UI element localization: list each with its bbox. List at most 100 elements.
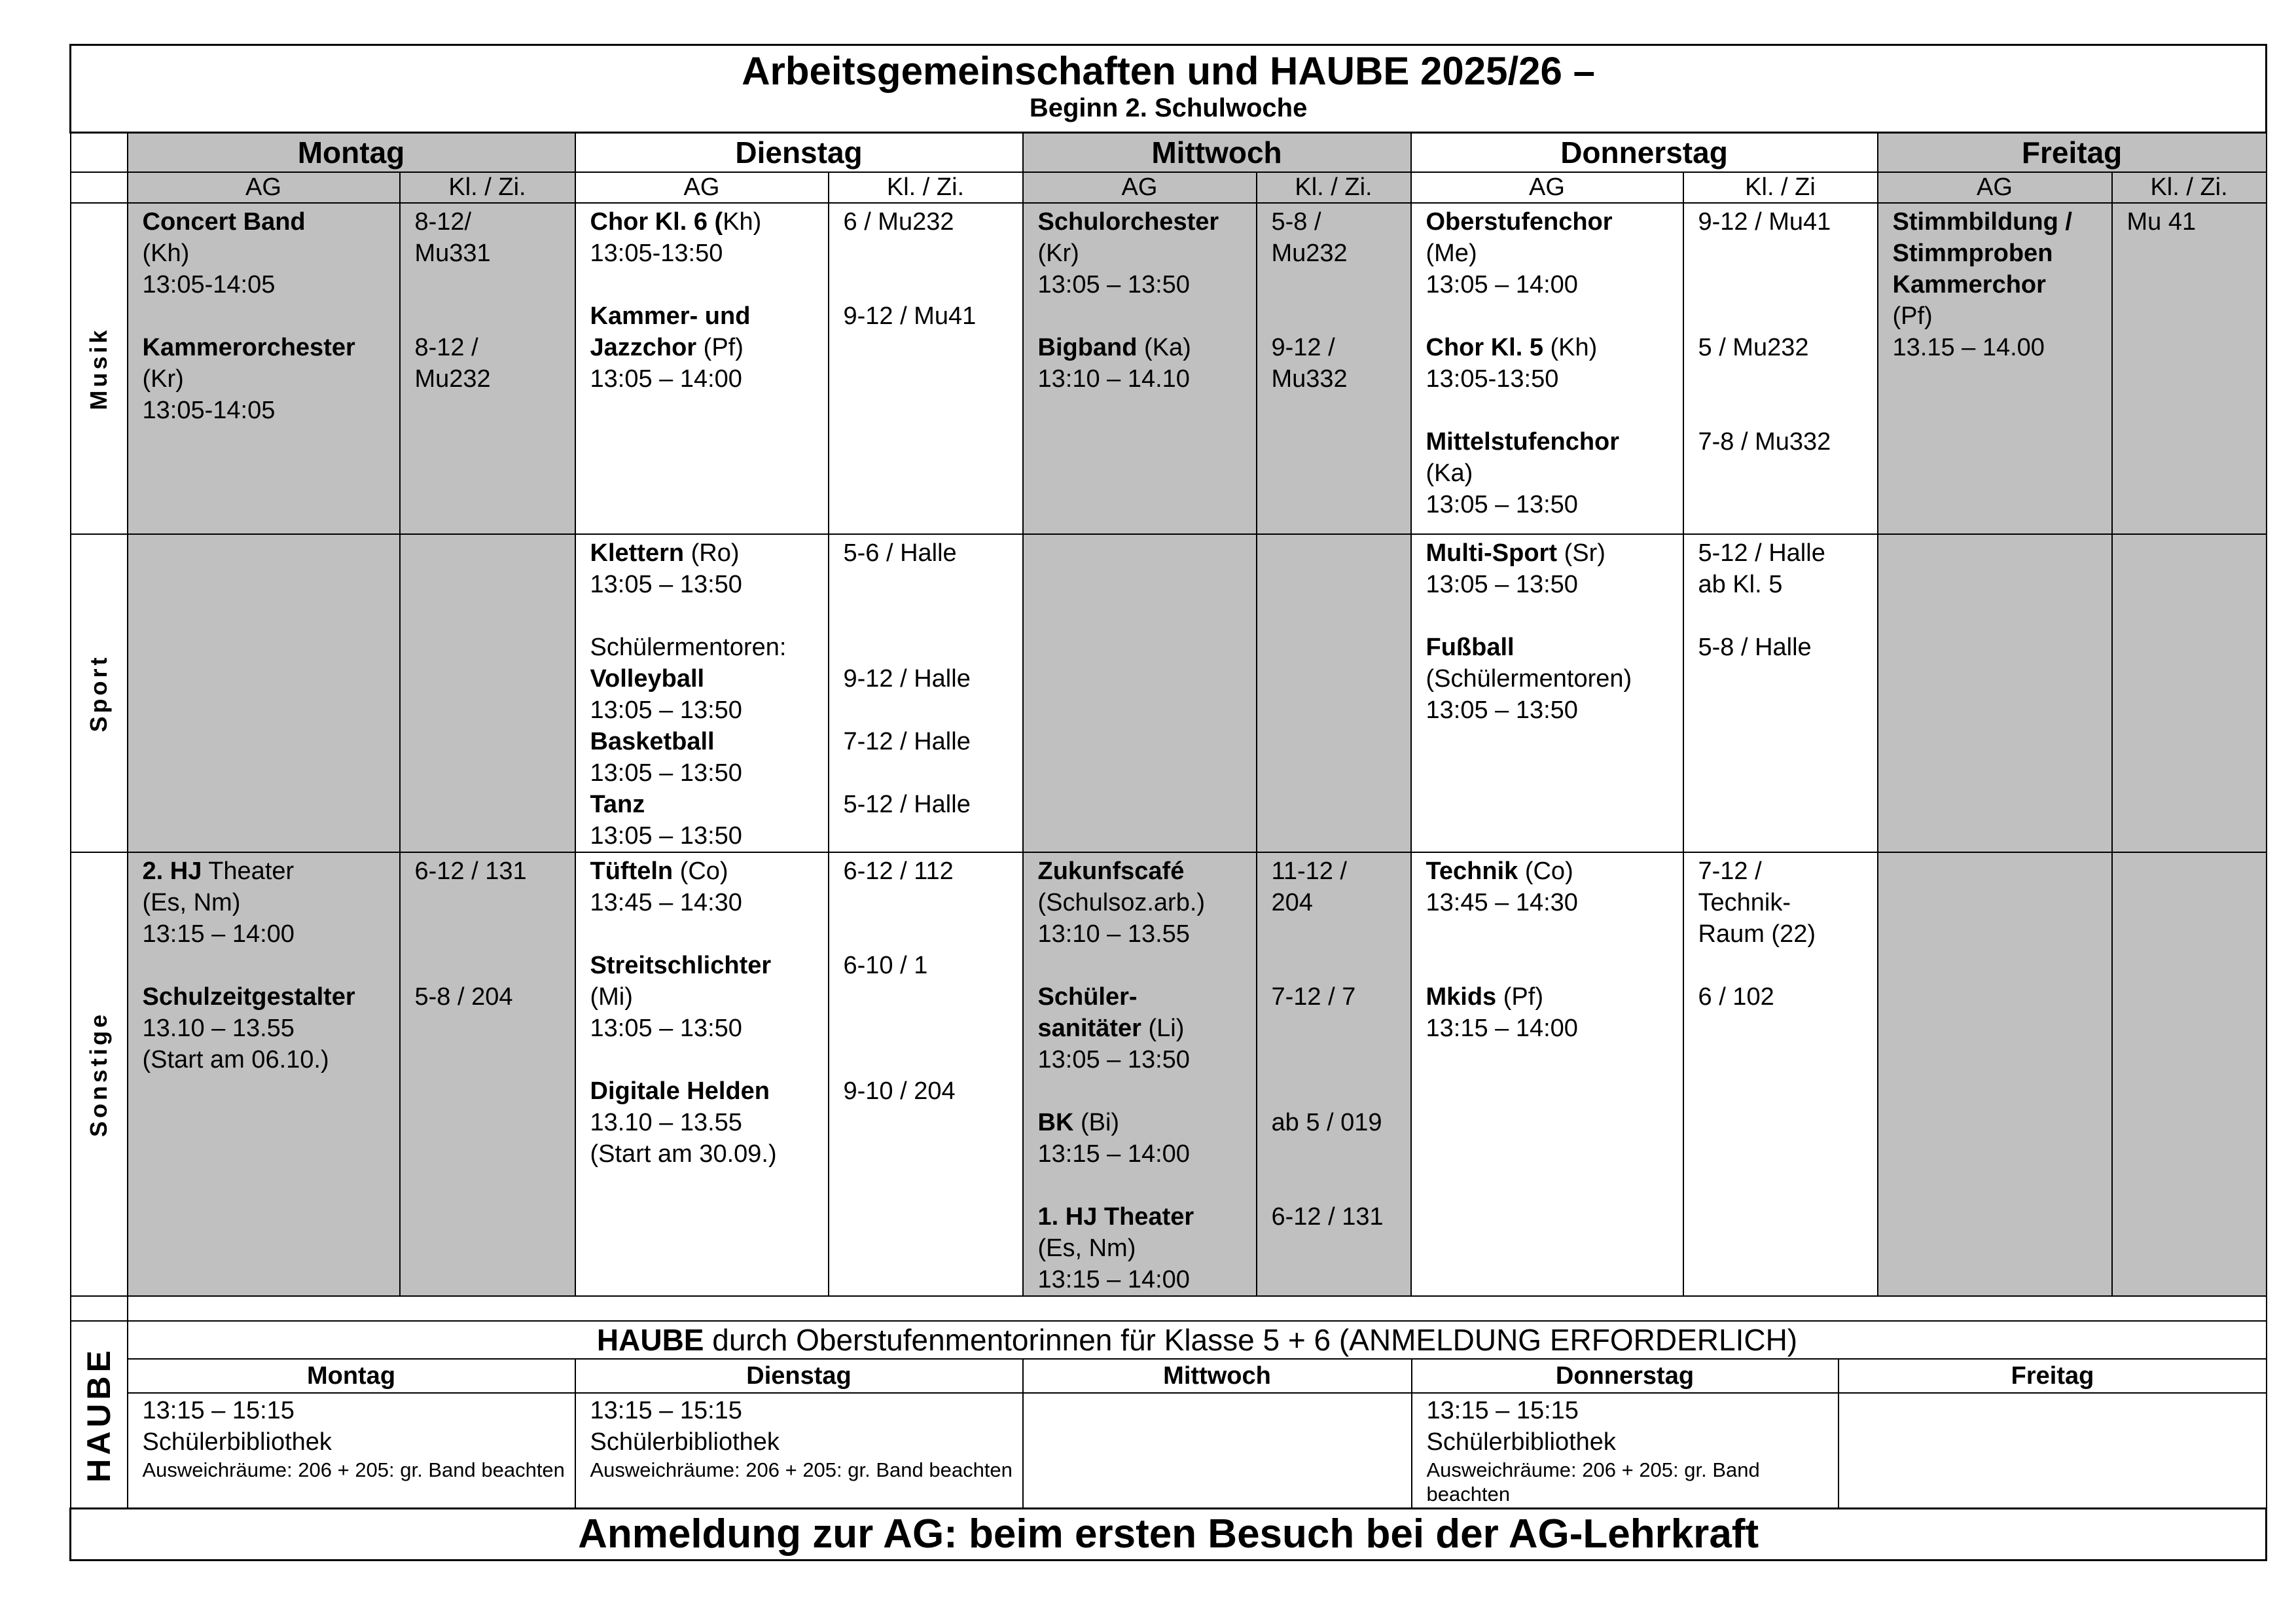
cell-line: (Kr)	[143, 363, 399, 395]
cell-line: Schulzeitgestalter	[143, 981, 399, 1013]
cell-line: Digitale Helden	[590, 1075, 827, 1107]
cell-line	[1698, 363, 1876, 395]
haube-note: Ausweichräume: 206 + 205: gr. Band beach…	[590, 1458, 1013, 1481]
cell-line: 13:05-14:05	[143, 395, 399, 426]
cell-text: 9-12 / Mu41	[843, 302, 977, 330]
cell-line: Technik-	[1698, 887, 1876, 918]
room-cell: 5-8 / Mu232 9-12 / Mu332	[1255, 202, 1412, 535]
ag-name: Kammer- und	[590, 302, 751, 330]
cell-line	[1272, 1044, 1410, 1075]
spacer-cell	[69, 1295, 128, 1322]
cell-line: 13:05 – 13:50	[590, 820, 827, 851]
cell-text: (Ro)	[684, 539, 740, 567]
room-cell: 5-12 / Halle ab Kl. 5 5-8 / Halle	[1682, 533, 1878, 853]
cell-line: (Ka)	[1426, 458, 1682, 489]
ag-cell: Chor Kl. 6 (Kh) 13:05-13:50 Kammer- und Jaz…	[574, 202, 829, 535]
day-header-dienstag: Dienstag	[574, 132, 1024, 173]
room-cell	[2111, 852, 2267, 1297]
room-cell: 8-12/Mu331 8-12 / Mu232	[399, 202, 576, 535]
cell-line	[1272, 269, 1410, 300]
cell-text: (Kr)	[142, 365, 184, 393]
ag-cell: Stimmbildung / Stimmproben Kammerchor (Pf) 1…	[1876, 202, 2113, 535]
cell-line	[415, 887, 574, 918]
cell-line: 7-12 / Halle	[844, 726, 1022, 757]
cell-text: Mu232	[1271, 240, 1348, 267]
room-cell: 9-12 / Mu41 5 / Mu232 7-8 / Mu332	[1682, 202, 1878, 535]
cell-text: Mu331	[414, 240, 491, 267]
cell-line: Tanz	[590, 789, 827, 820]
cell-text: 7-12 /	[1698, 857, 1762, 885]
cell-text: 6 / 102	[1698, 983, 1774, 1011]
haube-heading-bold: HAUBE	[596, 1323, 704, 1357]
cell-line	[590, 269, 827, 300]
ag-name: Tüfteln	[590, 857, 673, 885]
cell-line: Mu331	[414, 238, 574, 269]
cell-line: 9-12 /	[1272, 332, 1410, 363]
ag-cell	[1876, 533, 2113, 853]
cell-line: Schülermentoren:	[590, 632, 827, 663]
cell-line: 13:05 – 13:50	[590, 569, 827, 600]
room-column-header: Kl. / Zi	[1682, 171, 1878, 204]
ag-cell: Klettern (Ro) 13:05 – 13:50 Schülermentore…	[574, 533, 829, 853]
cell-line: Bigband (Ka)	[1037, 332, 1255, 363]
cell-line: (Pf)	[1893, 300, 2111, 332]
day-header-donnerstag: Donnerstag	[1410, 132, 1878, 173]
cell-line: Mkids (Pf)	[1426, 981, 1682, 1013]
cell-line: 13:05-13:50	[1426, 363, 1682, 395]
cell-line	[1698, 269, 1876, 300]
cell-line: 204	[1272, 887, 1410, 918]
haube-day-freitag: Freitag	[1837, 1358, 2265, 1394]
cell-line	[844, 269, 1022, 300]
cell-line	[1426, 300, 1682, 332]
section-label-cell: Musik	[69, 202, 128, 535]
cell-line	[844, 600, 1022, 632]
haube-place: Schülerbibliothek	[142, 1428, 332, 1456]
spacer-cell	[126, 1295, 2267, 1322]
cell-line: (Start am 06.10.)	[143, 1044, 399, 1075]
haube-entry	[1022, 1392, 1412, 1507]
cell-text: 6-12 / 131	[1271, 1203, 1384, 1231]
cell-line	[844, 981, 1022, 1013]
cell-line: 13:05 – 13:50	[1038, 1044, 1255, 1075]
cell-text: (Sr)	[1557, 539, 1605, 567]
ag-name: Multi-Sport	[1426, 539, 1558, 567]
cell-line: BK (Bi)	[1038, 1107, 1255, 1138]
cell-line	[1272, 1170, 1410, 1201]
cell-text: (Bi)	[1073, 1109, 1120, 1136]
cell-line: Raum (22)	[1698, 918, 1876, 950]
ag-name: Stimmproben	[1892, 240, 2053, 267]
ag-name: Schüler-	[1037, 983, 1138, 1011]
cell-text: (Pf)	[1496, 983, 1543, 1011]
corner-cell	[69, 132, 128, 173]
cell-line: 13:05 – 13:50	[1426, 489, 1682, 520]
title-cell: Arbeitsgemeinschaften und HAUBE 2025/26 …	[69, 44, 2268, 134]
cell-line: Kammer- und	[590, 300, 827, 332]
cell-text: (Mi)	[590, 983, 633, 1011]
cell-line: (Es, Nm)	[143, 887, 399, 918]
cell-line: Kammerchor	[1893, 269, 2111, 300]
cell-text: Kh)	[723, 208, 762, 236]
ag-name: 2. HJ	[142, 857, 202, 885]
ag-cell	[126, 533, 401, 853]
ag-name: Bigband	[1037, 334, 1138, 361]
cell-line: Chor Kl. 6 (Kh)	[590, 206, 827, 238]
section-label-cell: Sport	[69, 533, 128, 853]
cell-line: Oberstufenchor	[1426, 206, 1682, 238]
cell-text: Technik-	[1698, 889, 1791, 916]
cell-line: 13.10 – 13.55	[590, 1107, 827, 1138]
cell-line: 13:15 – 14:00	[1037, 1264, 1255, 1295]
cell-text: 13.15 – 14.00	[1892, 334, 2045, 361]
cell-line: Zukunfscafé	[1038, 856, 1255, 887]
room-cell	[399, 533, 576, 853]
ag-name: Streitschlichter	[590, 952, 772, 979]
cell-text: (Ka)	[1426, 460, 1473, 487]
cell-line: 13.15 – 14.00	[1893, 332, 2111, 363]
cell-text: 13:15 – 14:00	[1037, 1266, 1190, 1293]
cell-line: 13:05 – 13:50	[590, 1013, 827, 1044]
cell-line: Stimmbildung /	[1893, 206, 2111, 238]
cell-line: 13:05 – 14:00	[590, 363, 827, 395]
haube-row: HAUBE HAUBE durch Oberstufenmentorinnen f…	[69, 1320, 2267, 1509]
ag-name: Tanz	[590, 791, 645, 818]
cell-text: (Ka)	[1137, 334, 1191, 361]
ag-name: Chor Kl. 6 (	[590, 208, 723, 236]
